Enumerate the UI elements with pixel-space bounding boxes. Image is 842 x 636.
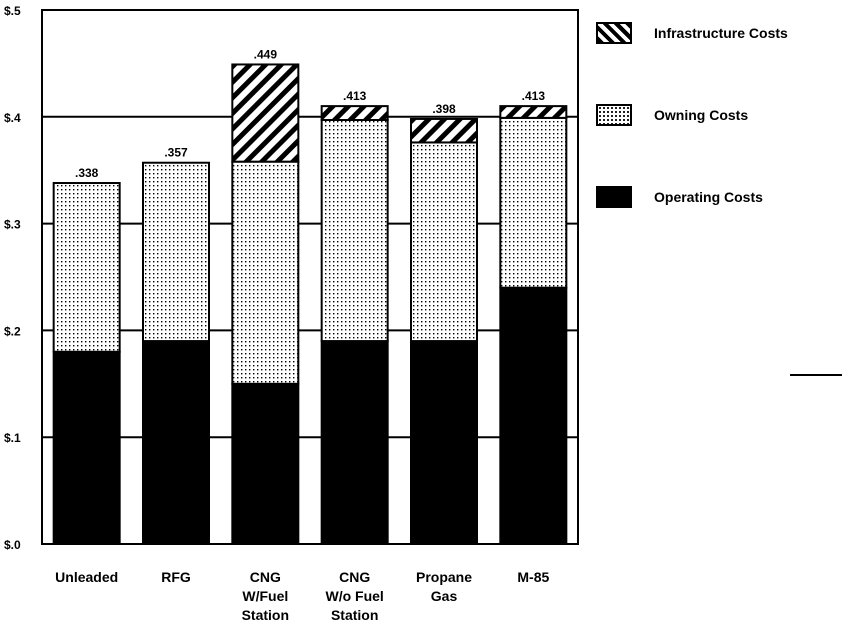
x-tick-label: Propane [416,569,472,585]
bar-segment [142,340,210,545]
legend-label: Owning Costs [654,107,749,123]
x-tick-label: RFG [161,569,191,585]
bar-segment [499,286,568,545]
solid-swatch-icon [596,186,632,208]
x-tick-label: M-85 [517,569,549,585]
x-tick-label: CNG [250,569,281,585]
bar-segment [231,63,300,163]
bar-segment [499,105,568,119]
y-tick-label: $.0 [4,538,21,552]
bars [52,63,568,546]
labels: $.0 $.1 $.2 $.3 $.4 $.5 .338 Unleaded .357 RFG .44… [4,4,549,623]
x-tick-label: W/Fuel [242,588,288,604]
x-tick-label: Unleaded [55,569,118,585]
total-label: .398 [432,102,456,116]
dot-swatch-icon [596,104,632,126]
bar-segment [410,117,478,144]
x-tick-label: Gas [431,588,458,604]
legend-label: Infrastructure Costs [654,25,788,41]
gridlines [42,9,578,545]
bar-segment [320,119,389,343]
y-tick-label: $.5 [4,4,21,18]
bar-segment [142,161,210,343]
x-tick-label: W/o Fuel [326,588,384,604]
total-label: .357 [164,146,188,160]
divider [790,374,842,376]
total-label: .413 [343,89,367,103]
legend-label: Operating Costs [654,189,763,205]
y-tick-label: $.2 [4,324,21,338]
x-tick-label: Station [242,607,289,623]
y-tick-label: $.4 [4,111,21,125]
bar-segment [320,105,389,122]
bar-segment [52,350,121,546]
total-label: .338 [75,166,99,180]
x-tick-label: CNG [339,569,370,585]
total-label: .449 [254,47,278,61]
x-tick-label: Station [331,607,378,623]
y-tick-label: $.1 [4,431,21,445]
bar-segment [231,160,300,385]
bar-segment [231,382,300,545]
hatch-swatch-icon [596,22,632,44]
bar-segment [410,340,478,545]
bar-segment [499,116,568,289]
y-tick-label: $.3 [4,218,21,232]
plot-frame [41,9,579,545]
bar-segment [410,141,478,343]
bar-segment [320,340,389,545]
total-label: .413 [522,89,546,103]
bar-segment [52,182,121,353]
